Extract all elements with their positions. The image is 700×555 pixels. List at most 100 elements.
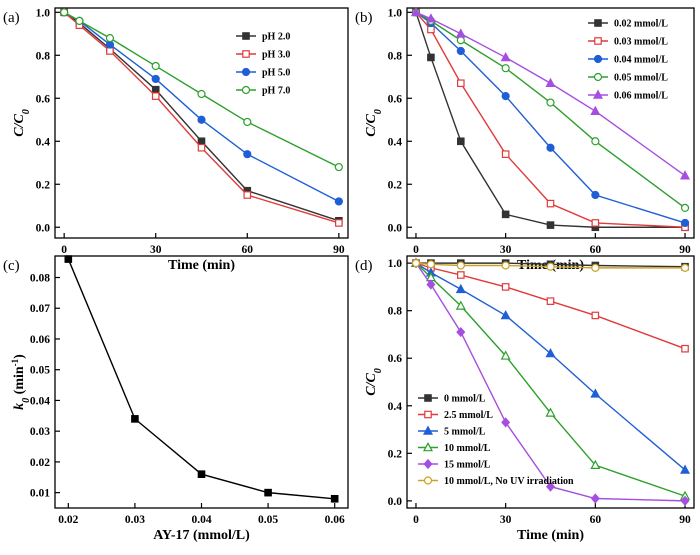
x-tick-label: 30 (500, 514, 512, 526)
data-point (410, 6, 421, 17)
chart-panel-c: 0.02 0.03 0.04 0.05 0.06 0.01 0.02 0.03 0.04 0.05… (3, 255, 349, 543)
legend-entry: 0 mmol/L (444, 394, 486, 405)
data-point (456, 261, 465, 270)
data-point (243, 191, 252, 199)
data-point (197, 143, 206, 152)
y-tick-label: 1.0 (388, 258, 403, 270)
x-tick-label: 0.02 (58, 514, 78, 526)
y-axis-title-sub: 0 (373, 109, 384, 114)
data-point (590, 493, 600, 504)
legend-entry: pH 5.0 (262, 68, 290, 79)
data-point (151, 92, 160, 100)
x-tick-label: 30 (150, 244, 162, 256)
y-axis-title-main: C/C (364, 114, 379, 137)
y-axis-title-main: k (12, 403, 27, 410)
data-point (426, 279, 436, 290)
y-tick-label: 0.6 (388, 353, 403, 365)
data-point (131, 415, 139, 423)
x-tick-label: 0 (413, 514, 419, 526)
legend-marker (241, 67, 251, 77)
data-point (264, 488, 272, 497)
x-tick-label: 60 (590, 244, 602, 256)
y-tick-label: 0.4 (388, 136, 403, 148)
legend-entry: 5 mmol/L (444, 427, 486, 438)
data-point (591, 190, 600, 200)
data-point (197, 137, 206, 146)
data-point (334, 197, 343, 206)
data-point (591, 263, 600, 272)
data-point (197, 89, 206, 99)
legend-marker (594, 37, 602, 45)
data-point (546, 143, 555, 152)
x-tick-label: 0.03 (125, 514, 145, 526)
x-tick-label: 0.05 (258, 514, 278, 526)
y-tick-label: 0.0 (388, 496, 403, 508)
data-point (197, 115, 206, 124)
data-point (545, 407, 556, 417)
data-point (680, 263, 690, 272)
legend-marker (423, 458, 433, 470)
y-tick-label: 0.07 (30, 303, 50, 315)
y-tick-label: 1.0 (36, 7, 51, 19)
plot-frame (54, 7, 349, 239)
y-tick-label: 0.6 (36, 93, 51, 105)
y-tick-label: 0.02 (30, 457, 50, 469)
y-tick-label: 0.0 (36, 222, 51, 234)
y-tick-label: 1.0 (388, 7, 403, 19)
data-point (60, 8, 69, 17)
y-axis-title-sub: 0 (21, 109, 32, 114)
data-point (457, 271, 465, 279)
legend-marker (242, 32, 250, 40)
legend-entry: 0.03 mmol/L (614, 37, 668, 48)
series-line-0 (67, 258, 335, 500)
y-tick-label: 0.4 (36, 136, 51, 148)
data-point (501, 261, 510, 270)
y-axis-title: C/C0 (364, 109, 384, 137)
legend-marker (593, 54, 603, 64)
legend-entry: 0.04 mmol/L (614, 55, 668, 66)
data-point (500, 51, 511, 62)
data-point (151, 85, 160, 94)
legend-entry: 10 mmol/L, No UV irradiation (444, 476, 574, 487)
legend-marker (423, 476, 433, 485)
plot-frame (54, 255, 349, 509)
data-point (590, 105, 601, 115)
x-tick-label: 90 (679, 514, 691, 526)
data-point (457, 79, 465, 88)
data-point (197, 470, 206, 478)
data-point (456, 36, 465, 45)
data-point (590, 388, 601, 398)
y-tick-label: 0.05 (30, 365, 50, 377)
x-tick-label: 60 (590, 514, 602, 526)
legend-entry: pH 3.0 (262, 50, 290, 61)
data-point (546, 221, 555, 229)
series-line-2 (415, 262, 686, 471)
legend-entry: pH 7.0 (262, 86, 290, 97)
x-axis-title: Time (min) (517, 528, 584, 543)
legend-marker (592, 89, 604, 99)
x-tick-label: 0 (61, 244, 67, 256)
y-axis-title-sub: 0 (373, 368, 384, 373)
data-point (426, 260, 436, 269)
legend-entry: 2.5 mmol/L (444, 410, 493, 421)
data-point (501, 210, 510, 219)
data-point (427, 25, 435, 34)
legend-marker (594, 19, 602, 27)
x-tick-label: 0 (413, 244, 419, 256)
data-point (151, 74, 160, 84)
y-tick-label: 0.8 (388, 50, 403, 62)
data-point (427, 53, 435, 62)
y-tick-label: 0.6 (388, 93, 403, 105)
y-axis-title-sub: 0 (21, 398, 32, 403)
series-line-2 (63, 11, 340, 203)
legend-entry: 0.05 mmol/L (614, 73, 668, 84)
x-axis-title: AY-17 (mmol/L) (153, 528, 250, 543)
data-point (243, 150, 252, 159)
legend-entry: 15 mmol/L (444, 460, 491, 471)
legend: pH 2.0 pH 3.0 pH 5.0 pH 7.0 (236, 32, 290, 97)
y-axis-title: C/C0 (12, 109, 32, 137)
data-point (501, 283, 510, 291)
legend-entry: pH 2.0 (262, 32, 290, 43)
